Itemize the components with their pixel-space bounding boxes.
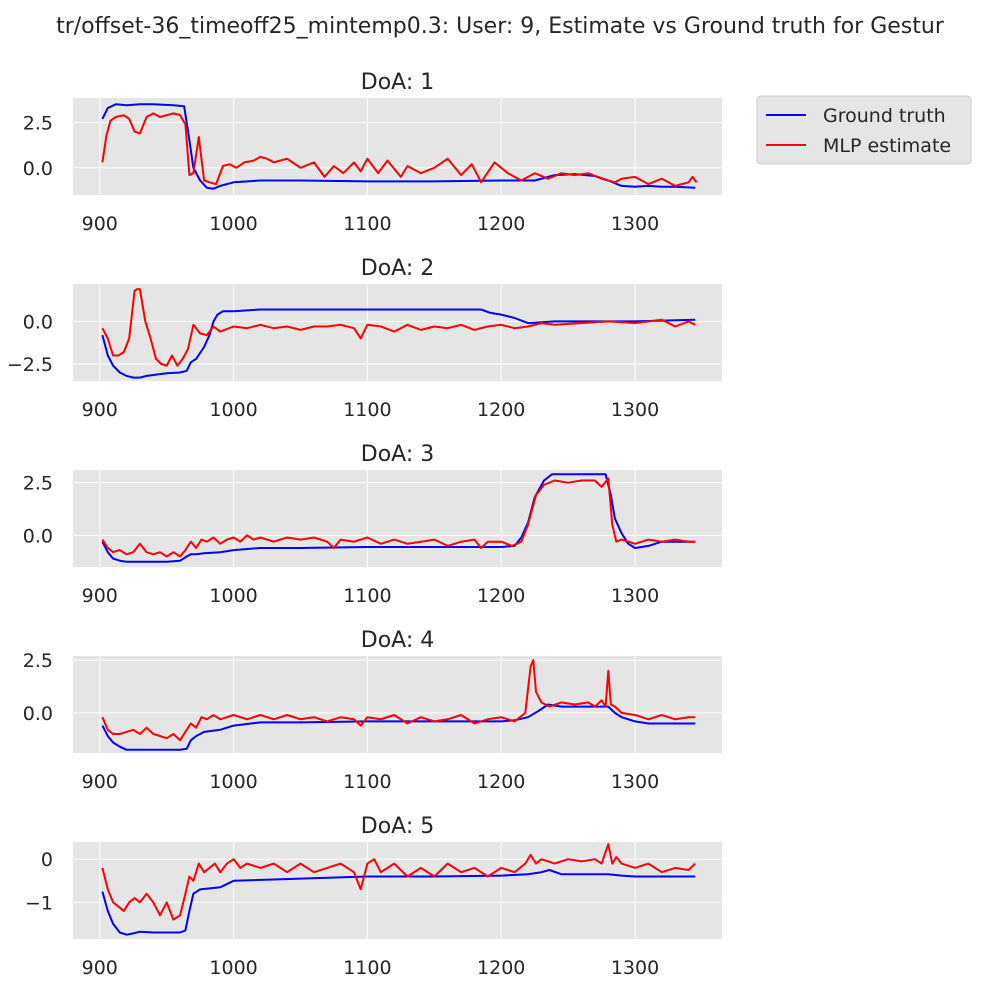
x-tick-label: 1100 <box>343 771 391 793</box>
plot-area <box>73 842 722 939</box>
y-tick-label: 0.0 <box>23 158 53 180</box>
series-line-ground-truth <box>101 473 696 563</box>
subplot-doa-2: 900 1000 1100 1200 1300 −2.5 0.0 DoA: 2 <box>7 256 722 421</box>
legend-label-mlp-estimate: MLP estimate <box>823 135 951 157</box>
legend-label-ground-truth: Ground truth <box>823 105 946 127</box>
x-tick-label: 1000 <box>209 213 257 235</box>
x-tick-label: 1100 <box>343 585 391 607</box>
y-tick-label: 2.5 <box>23 112 53 134</box>
x-tick-label: 900 <box>82 585 118 607</box>
series-line-mlp-estimate <box>101 477 696 558</box>
y-tick-label: 0.0 <box>23 703 53 725</box>
subplot-title: DoA: 1 <box>361 70 434 95</box>
series-line-ground-truth <box>101 869 696 936</box>
legend: Ground truth MLP estimate <box>756 95 972 165</box>
plot-area <box>73 470 722 567</box>
series-line-mlp-estimate <box>101 288 696 367</box>
x-tick-label: 1300 <box>611 957 659 979</box>
y-tick-label: 0.0 <box>23 311 53 333</box>
x-tick-label: 1200 <box>477 399 525 421</box>
x-tick-label: 900 <box>82 213 118 235</box>
y-tick-label: 0.0 <box>23 525 53 547</box>
series-line-mlp-estimate <box>101 112 698 187</box>
x-tick-label: 1200 <box>477 213 525 235</box>
x-tick-label: 1300 <box>611 399 659 421</box>
legend-frame <box>756 95 972 165</box>
x-tick-label: 900 <box>82 957 118 979</box>
x-tick-label: 1100 <box>343 957 391 979</box>
x-tick-label: 1300 <box>611 771 659 793</box>
subplot-doa-4: 900 1000 1100 1200 1300 0.0 2.5 DoA: 4 <box>23 628 722 793</box>
subplot-title: DoA: 4 <box>361 628 434 653</box>
y-tick-label: 2.5 <box>23 473 53 495</box>
plot-area <box>73 284 722 381</box>
y-tick-label: 0 <box>41 849 53 871</box>
x-tick-label: 1300 <box>611 585 659 607</box>
subplot-title: DoA: 3 <box>361 442 434 467</box>
x-tick-label: 1200 <box>477 585 525 607</box>
x-tick-label: 1000 <box>209 585 257 607</box>
x-tick-label: 1200 <box>477 957 525 979</box>
subplot-doa-5: 900 1000 1100 1200 1300 −1 0 DoA: 5 <box>25 814 722 979</box>
x-tick-label: 900 <box>82 399 118 421</box>
y-tick-label: 2.5 <box>23 650 53 672</box>
x-tick-label: 1000 <box>209 957 257 979</box>
subplot-doa-1: 900 1000 1100 1200 1300 0.0 2.5 DoA: 1 <box>23 70 722 235</box>
plot-area <box>73 656 722 753</box>
x-tick-label: 1100 <box>343 399 391 421</box>
plot-area <box>73 98 722 195</box>
series-line-ground-truth <box>101 103 696 190</box>
x-tick-label: 900 <box>82 771 118 793</box>
x-tick-label: 1200 <box>477 771 525 793</box>
subplot-title: DoA: 5 <box>361 814 434 839</box>
x-tick-label: 1000 <box>209 399 257 421</box>
subplot-doa-3: 900 1000 1100 1200 1300 0.0 2.5 DoA: 3 <box>23 442 722 607</box>
figure-title: tr/offset-36_timeoff25_mintemp0.3: User:… <box>56 14 944 39</box>
y-tick-label: −1 <box>25 892 53 914</box>
x-tick-label: 1100 <box>343 213 391 235</box>
subplot-title: DoA: 2 <box>361 256 434 281</box>
x-tick-label: 1300 <box>611 213 659 235</box>
series-line-mlp-estimate <box>101 843 696 921</box>
x-tick-label: 1000 <box>209 771 257 793</box>
y-tick-label: −2.5 <box>7 354 53 376</box>
series-line-mlp-estimate <box>101 659 696 742</box>
